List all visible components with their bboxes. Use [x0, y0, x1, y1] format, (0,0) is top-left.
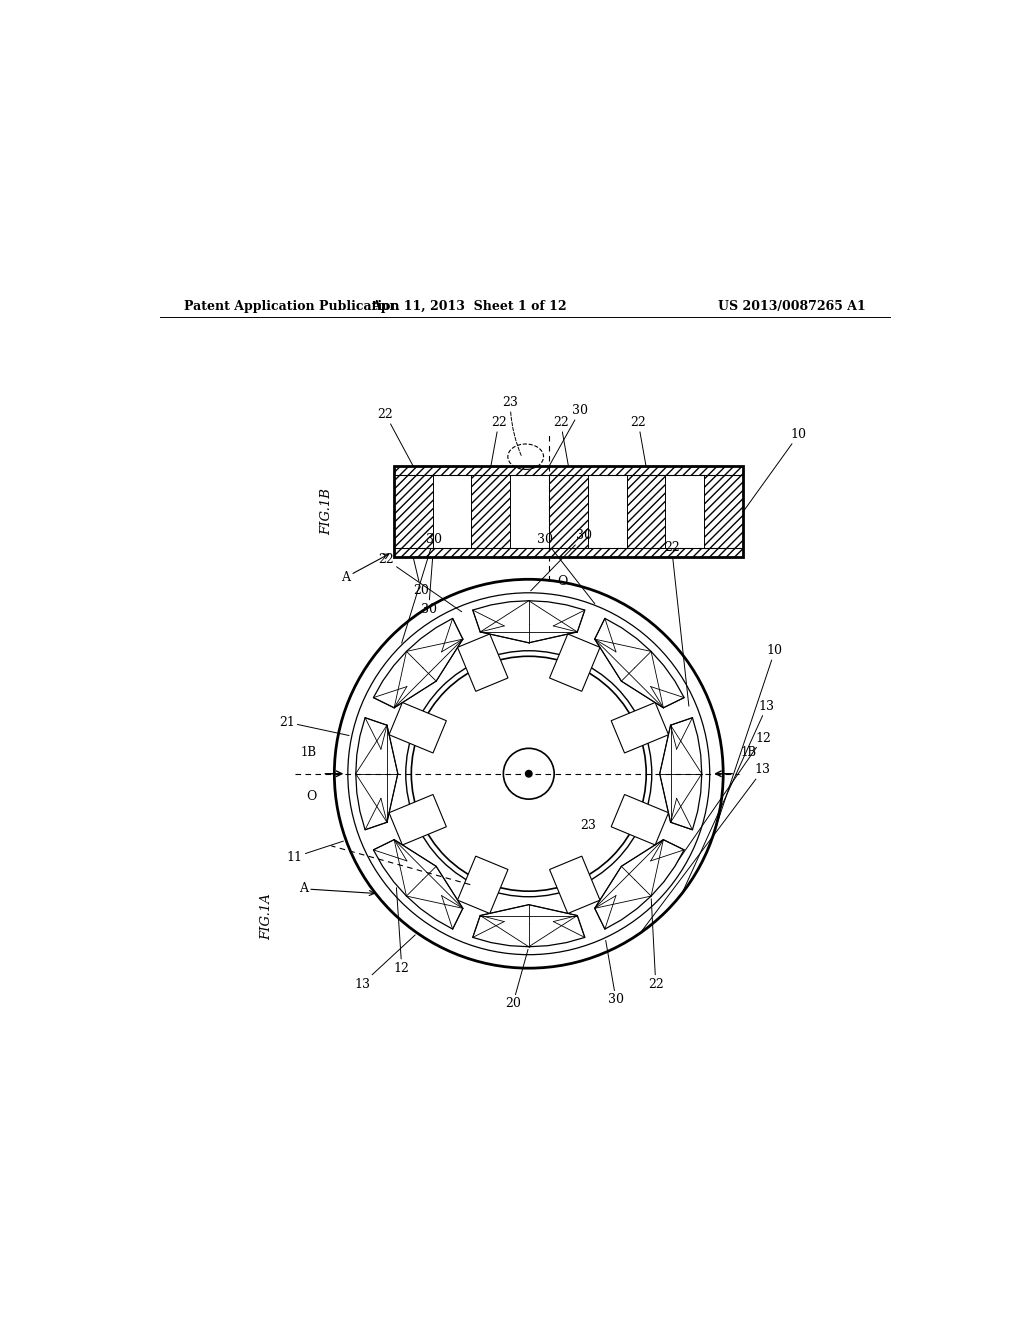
Polygon shape [595, 840, 684, 929]
Text: 22: 22 [378, 553, 462, 611]
Text: 22: 22 [631, 416, 646, 466]
Text: 12: 12 [394, 888, 410, 974]
Polygon shape [659, 718, 701, 830]
Text: 1B: 1B [301, 746, 316, 759]
Text: 22: 22 [553, 416, 568, 466]
Bar [510, 475, 549, 548]
Bar [394, 466, 743, 557]
Text: 30: 30 [606, 940, 624, 1006]
Text: O: O [557, 576, 567, 587]
Bar [627, 475, 666, 548]
Bar [394, 466, 743, 557]
Polygon shape [458, 634, 508, 692]
Text: O: O [306, 789, 316, 803]
Text: FIG.1A: FIG.1A [260, 894, 273, 940]
Bar [549, 475, 588, 548]
Bar [471, 475, 510, 548]
Circle shape [504, 748, 554, 799]
Polygon shape [595, 618, 684, 708]
Polygon shape [374, 618, 463, 708]
Text: 22: 22 [490, 416, 507, 466]
Polygon shape [389, 702, 446, 752]
Text: 13: 13 [642, 763, 771, 931]
Polygon shape [611, 702, 669, 752]
Text: 20: 20 [414, 557, 429, 598]
Polygon shape [355, 718, 397, 830]
Text: 22: 22 [378, 408, 414, 466]
Bar [588, 475, 627, 548]
Polygon shape [458, 857, 508, 913]
Text: Apr. 11, 2013  Sheet 1 of 12: Apr. 11, 2013 Sheet 1 of 12 [372, 300, 567, 313]
Text: 23: 23 [581, 818, 596, 832]
Polygon shape [550, 857, 600, 913]
Text: 1B: 1B [740, 746, 757, 759]
Polygon shape [473, 904, 585, 946]
Bar [433, 475, 471, 548]
Text: 13: 13 [683, 700, 775, 891]
Bar [394, 548, 743, 557]
Text: A: A [299, 882, 375, 895]
Text: 30: 30 [549, 404, 588, 466]
Text: 30: 30 [401, 533, 441, 643]
Text: 30: 30 [421, 557, 436, 615]
Bar [394, 466, 743, 475]
Bar [705, 475, 743, 548]
Text: US 2013/0087265 A1: US 2013/0087265 A1 [718, 300, 866, 313]
Text: 10: 10 [713, 644, 782, 838]
Text: A: A [341, 554, 389, 583]
Text: 12: 12 [663, 731, 771, 883]
Text: FIG.1B: FIG.1B [319, 488, 333, 536]
Text: 22: 22 [664, 541, 689, 706]
Polygon shape [374, 840, 463, 929]
Polygon shape [389, 795, 446, 845]
Text: 20: 20 [505, 949, 528, 1010]
Text: Patent Application Publication: Patent Application Publication [183, 300, 399, 313]
Polygon shape [473, 601, 585, 643]
Bar [666, 475, 705, 548]
Bar [394, 475, 433, 548]
Text: 11: 11 [287, 841, 343, 863]
Polygon shape [550, 634, 600, 692]
Text: 22: 22 [648, 899, 664, 990]
Text: 23: 23 [503, 396, 521, 457]
Polygon shape [611, 795, 669, 845]
Circle shape [525, 770, 532, 777]
Text: 30: 30 [537, 533, 595, 603]
Text: 13: 13 [354, 935, 415, 990]
Text: 21: 21 [279, 715, 349, 735]
Text: 30: 30 [530, 529, 592, 591]
Text: 10: 10 [743, 428, 807, 512]
